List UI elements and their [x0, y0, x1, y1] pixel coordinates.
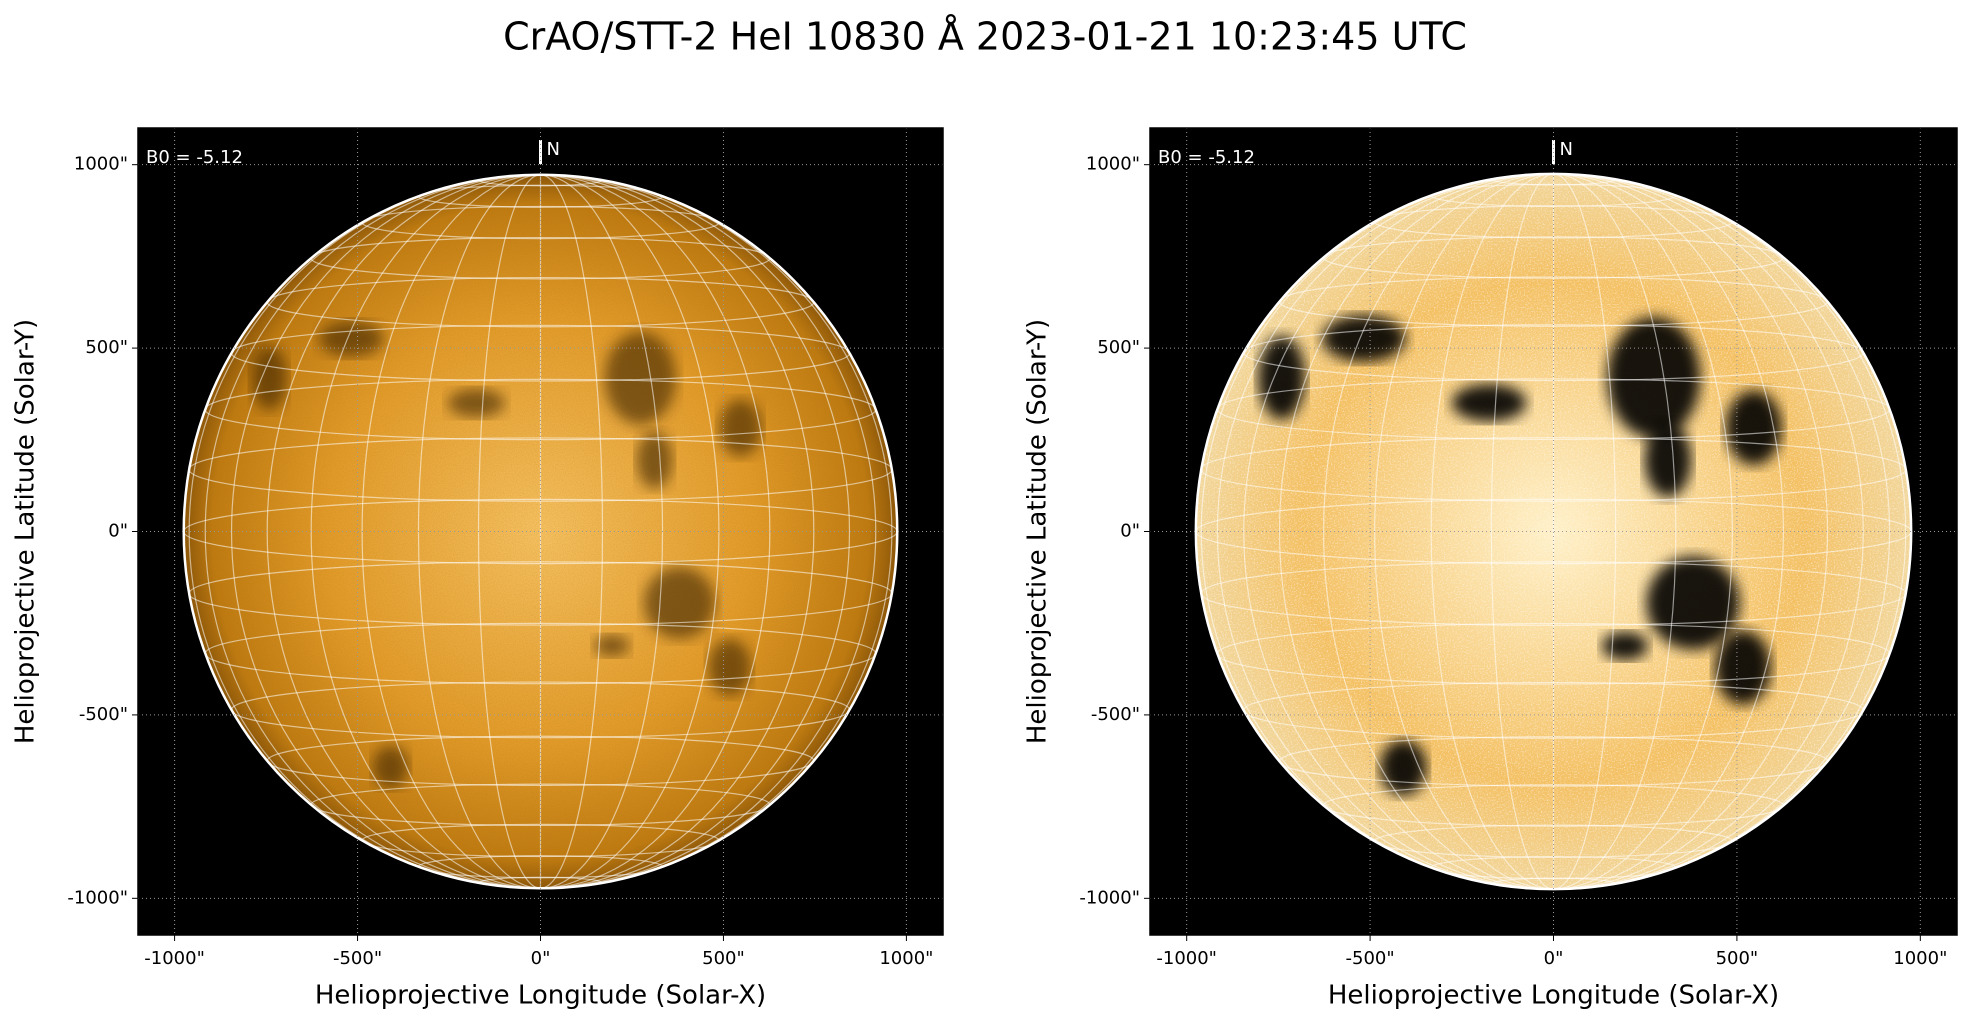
filament [1451, 384, 1527, 422]
filament [251, 345, 288, 411]
meridian [188, 174, 893, 889]
meridian [1430, 173, 1677, 890]
y-tick-label: -1000" [67, 887, 128, 908]
filament [1607, 317, 1701, 439]
parallel [183, 498, 898, 565]
filament [1715, 630, 1771, 705]
filament [319, 321, 384, 357]
meridian [266, 174, 815, 889]
filament [1646, 556, 1740, 650]
x-tick-label: 500" [702, 948, 745, 969]
filament [636, 431, 673, 489]
parallel [1195, 498, 1912, 565]
x-axis-label: Helioprojective Longitude (Solar-X) [1328, 981, 1779, 1011]
x-tick-label: 500" [1716, 948, 1759, 969]
meridian [1323, 173, 1784, 890]
filament [372, 745, 409, 789]
plot-frame [137, 127, 944, 936]
y-tick-label: -1000" [1079, 887, 1140, 908]
x-tick-label: -1000" [1156, 948, 1217, 969]
meridian [1243, 173, 1864, 890]
filament [1322, 315, 1406, 362]
x-tick-label: 0" [1544, 948, 1564, 969]
annotation: B0 = -5.12 [146, 147, 243, 168]
filament [1601, 631, 1649, 660]
y-tick-label: 1000" [1086, 154, 1140, 175]
x-tick-label: 0" [531, 948, 551, 969]
filament [1725, 390, 1782, 465]
meridian [1278, 173, 1829, 890]
filament [447, 388, 505, 418]
y-tick-label: 500" [1097, 337, 1140, 358]
meridian [204, 174, 877, 889]
x-tick-label: -500" [333, 948, 382, 969]
y-axis-label: Helioprojective Latitude (Solar-Y) [1023, 319, 1053, 744]
y-tick-label: -500" [1091, 704, 1140, 725]
x-tick-label: 1000" [1893, 948, 1947, 969]
plot-frame [1149, 127, 1958, 936]
meridian [1200, 173, 1907, 890]
solar-disk-image [1195, 173, 1912, 890]
y-tick-label: -500" [79, 704, 128, 725]
filament [594, 634, 630, 657]
y-axis-label: Helioprojective Latitude (Solar-Y) [11, 319, 41, 744]
filament [708, 638, 751, 696]
solar-limb [1194, 172, 1913, 891]
meridian [310, 174, 771, 889]
north-label: N [1560, 139, 1573, 160]
x-tick-label: -500" [1346, 948, 1395, 969]
x-tick-label: -1000" [144, 948, 205, 969]
figure-title: CrAO/STT-2 HeI 10830 Å 2023-01-21 10:23:… [503, 15, 1467, 59]
meridian [230, 174, 851, 889]
filament [604, 331, 677, 425]
filament [643, 567, 716, 639]
filament [1258, 335, 1305, 420]
y-tick-label: 500" [85, 337, 128, 358]
y-tick-label: 0" [108, 521, 128, 542]
y-tick-label: 0" [1120, 521, 1140, 542]
meridian [1216, 173, 1891, 890]
north-label: N [547, 139, 560, 160]
filament [1644, 422, 1692, 498]
y-tick-label: 1000" [74, 154, 128, 175]
x-tick-label: 1000" [879, 948, 933, 969]
annotation: B0 = -5.12 [1158, 147, 1255, 168]
x-axis-label: Helioprojective Longitude (Solar-X) [315, 981, 766, 1011]
meridian [1490, 173, 1617, 890]
